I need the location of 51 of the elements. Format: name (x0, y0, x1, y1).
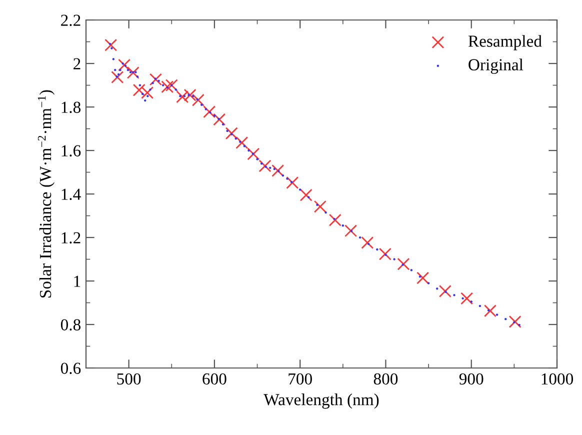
point (184, 88, 196, 102)
point (361, 236, 374, 249)
y-tick-label: 0.8 (60, 319, 81, 331)
point (272, 164, 284, 177)
y-tick-label: 1.2 (62, 232, 80, 244)
point (161, 80, 174, 94)
y-tick-label: 1.6 (62, 145, 81, 157)
point (508, 315, 522, 328)
point (176, 90, 189, 104)
y-axis-title: Solar Irradiance (W·m$^{−2}$·nm$^{−1}$) (38, 90, 55, 298)
point (203, 106, 216, 118)
point (111, 70, 124, 84)
x-tick-label: 500 (117, 373, 141, 385)
y-tick-label: 1.8 (62, 102, 81, 114)
x-tick-label: 900 (459, 373, 484, 385)
legend-label: Original (468, 58, 524, 74)
x-tick-label: 800 (374, 373, 398, 385)
point (344, 224, 358, 238)
y-tick-label: 1.4 (62, 188, 81, 200)
point (314, 200, 326, 213)
point (149, 73, 162, 86)
point (484, 304, 496, 318)
point (416, 272, 430, 284)
x-tick-label: 600 (202, 373, 226, 385)
x-tick-label: 700 (288, 373, 312, 385)
point (126, 66, 140, 79)
point (192, 94, 204, 106)
point (141, 86, 154, 99)
point (165, 79, 178, 92)
y-tick-label: 2.2 (61, 14, 80, 26)
point (132, 84, 146, 96)
point (286, 176, 299, 189)
y-tick-label: 1 (74, 276, 80, 287)
point (460, 292, 474, 305)
point (247, 148, 260, 160)
point (258, 160, 272, 172)
x-tick-label: 1000 (542, 373, 574, 385)
point (213, 113, 226, 126)
point (300, 188, 312, 202)
point (378, 248, 392, 260)
point (225, 127, 238, 140)
point (397, 258, 410, 270)
point (118, 58, 131, 72)
point (104, 38, 118, 52)
legend-label: Resampled (468, 35, 542, 50)
point (236, 136, 248, 149)
point (438, 284, 452, 298)
x-axis-title: Wavelength (nm) (264, 394, 379, 409)
y-tick-label: 2 (74, 58, 80, 70)
point (328, 214, 342, 226)
y-tick-label: 0.6 (60, 362, 81, 374)
